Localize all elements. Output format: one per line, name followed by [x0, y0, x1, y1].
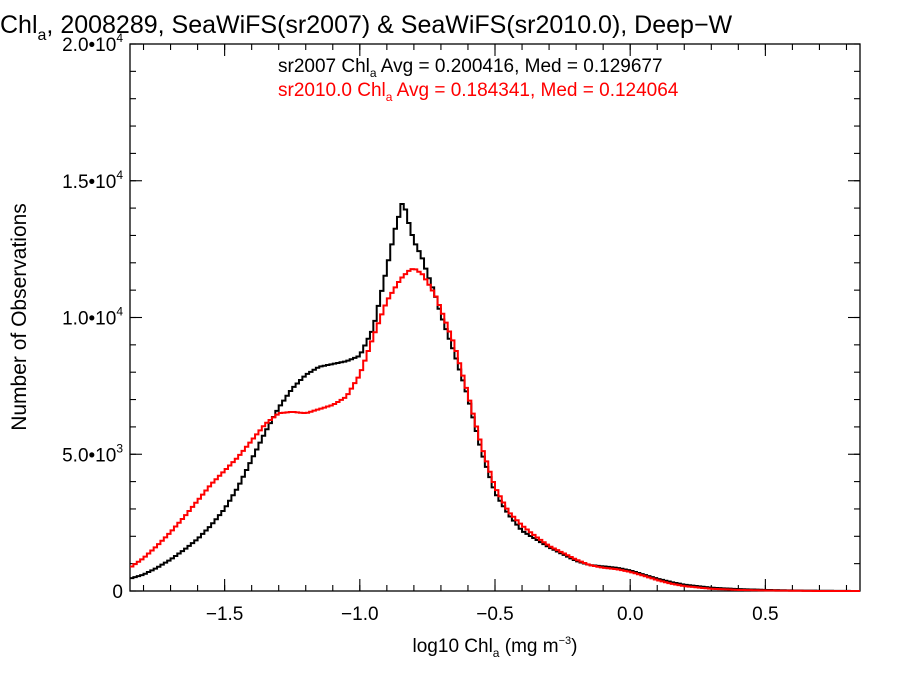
x-tick-label: −1.5 [206, 604, 244, 625]
x-axis-label: log10 Chla (mg m−3) [413, 635, 578, 660]
x-tick-labels: −1.5 −1.0 −0.5 0.0 0.5 [206, 604, 779, 625]
x-axis-label-units: (mg m [499, 636, 558, 657]
x-tick-label: 0.0 [617, 604, 643, 625]
chart-title-prefix: Chl [0, 11, 38, 39]
x-tick-label: −1.0 [341, 604, 379, 625]
y-tick-label: 5.0•103 [62, 441, 123, 466]
annotation-sr2007: sr2007 Chla Avg = 0.200416, Med = 0.1296… [278, 56, 663, 80]
annotation-sr2010-rest: Avg = 0.184341, Med = 0.124064 [392, 80, 678, 101]
chart-title-subscript: a [38, 27, 47, 44]
annotation-sr2007-rest: Avg = 0.200416, Med = 0.129677 [377, 56, 663, 77]
annotation-sr2010: sr2010.0 Chla Avg = 0.184341, Med = 0.12… [278, 80, 679, 104]
chart-title-rest: , 2008289, SeaWiFS(sr2007) & SeaWiFS(sr2… [46, 11, 732, 39]
annotation-sr2007-subscript: a [370, 66, 377, 80]
x-axis-label-subscript: a [493, 646, 500, 660]
x-axis-label-superscript: −3 [559, 635, 572, 647]
y-tick-label: 1.0•104 [62, 305, 123, 330]
x-axis-label-prefix: log10 Chl [413, 636, 493, 657]
plot-frame [129, 43, 861, 592]
x-tick-label: 0.5 [752, 604, 778, 625]
chart-title: Chla, 2008289, SeaWiFS(sr2007) & SeaWiFS… [0, 11, 733, 44]
series-sr2007-line [130, 203, 860, 592]
y-axis-label: Number of Observations [8, 203, 31, 431]
axis-ticks [130, 43, 860, 592]
y-tick-label: 2.0•104 [62, 31, 123, 56]
annotation-sr2010-prefix: sr2010.0 Chl [278, 80, 386, 101]
y-tick-labels: 0 5.0•103 1.0•104 1.5•104 2.0•104 [62, 31, 123, 603]
series-sr2010-line [130, 268, 860, 592]
y-tick-label: 1.5•104 [62, 168, 123, 193]
annotation-sr2010-subscript: a [386, 90, 393, 104]
y-tick-label: 0 [112, 582, 123, 603]
annotation-sr2007-prefix: sr2007 Chl [278, 56, 370, 77]
x-axis-label-end: ) [571, 636, 577, 657]
series-group [130, 203, 860, 592]
x-tick-label: −0.5 [476, 604, 514, 625]
